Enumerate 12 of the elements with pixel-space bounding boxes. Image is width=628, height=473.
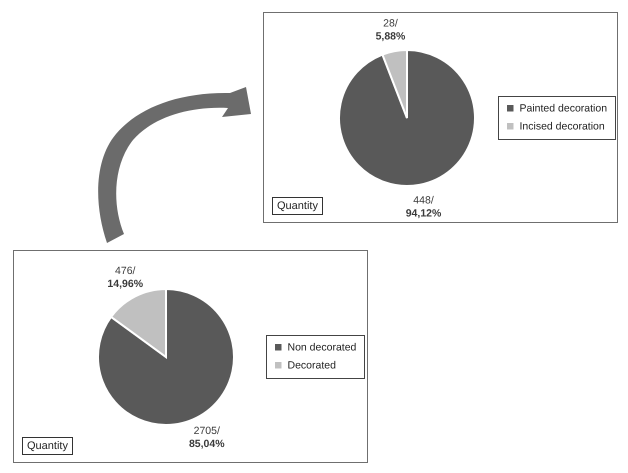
text: 476/ 14,96% bbox=[107, 264, 144, 290]
text: Quantity bbox=[272, 197, 323, 215]
pie-slice bbox=[97, 288, 235, 426]
text: Quantity bbox=[22, 437, 73, 455]
text: 448/ 94,12% bbox=[406, 194, 442, 220]
text: 2705/ 85,04% bbox=[188, 425, 225, 450]
legend-label: Decorated bbox=[288, 359, 336, 372]
text: 28/ 5,88% bbox=[376, 18, 406, 43]
legend-label: Incised decoration bbox=[520, 120, 605, 132]
pie-slice bbox=[338, 49, 476, 187]
legend-label: Non decorated bbox=[288, 341, 357, 354]
legend-label: Painted decoration bbox=[520, 102, 608, 114]
